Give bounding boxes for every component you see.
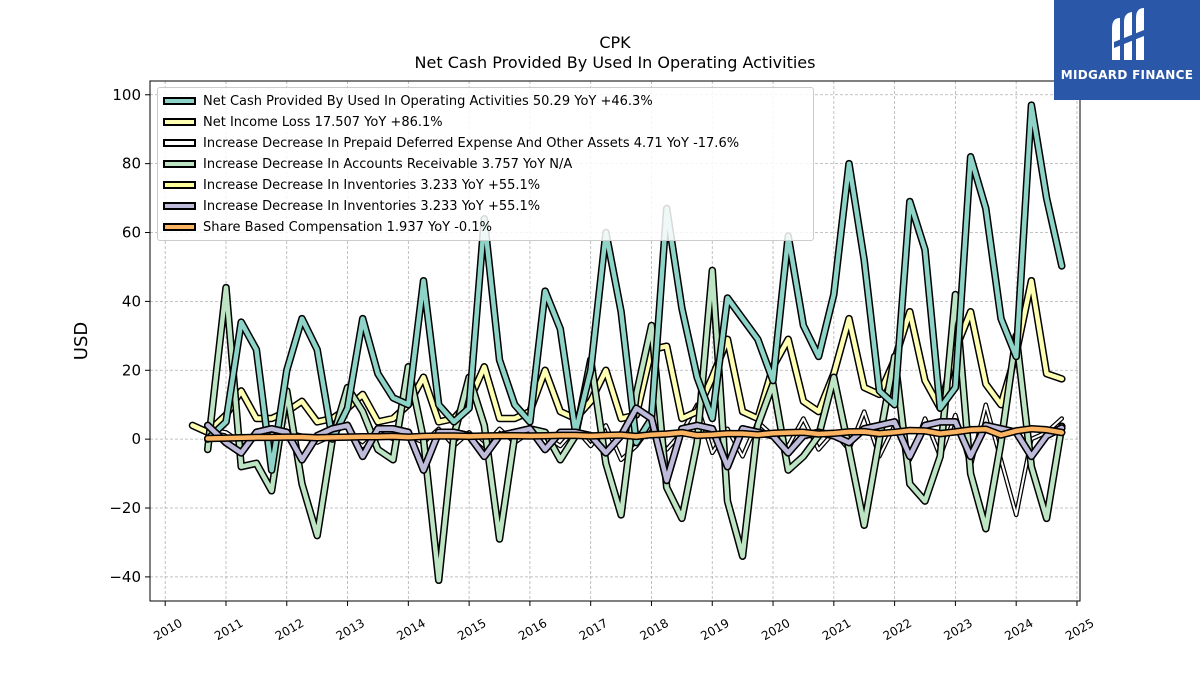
legend-label: Share Based Compensation 1.937 YoY -0.1% <box>203 219 492 235</box>
chart-subtitle: Net Cash Provided By Used In Operating A… <box>414 53 816 72</box>
chart-title: CPK <box>599 33 631 52</box>
chart-legend: Net Cash Provided By Used In Operating A… <box>157 87 814 241</box>
legend-label: Net Cash Provided By Used In Operating A… <box>203 93 653 109</box>
x-tick-label: 2023 <box>941 616 974 643</box>
x-tick-label: 2012 <box>273 616 306 643</box>
series-6 <box>203 425 1066 443</box>
x-tick-label: 2017 <box>577 616 610 643</box>
x-tick-label: 2018 <box>638 616 671 643</box>
series-lines <box>188 101 1066 585</box>
x-tick-label: 2010 <box>151 616 184 643</box>
y-axis-label: USD <box>71 322 92 360</box>
legend-item: Net Income Loss 17.507 YoY +86.1% <box>163 113 443 131</box>
x-axis-ticks: 2010 2011 2012 2013 2014 2015 2016 2017 2018 2019… <box>151 601 1096 643</box>
y-tick-label: 100 <box>112 86 141 104</box>
legend-item: Share Based Compensation 1.937 YoY -0.1% <box>163 218 492 236</box>
y-tick-label: 40 <box>122 292 141 310</box>
legend-swatch <box>163 181 196 189</box>
legend-swatch <box>163 160 196 168</box>
legend-item: Net Cash Provided By Used In Operating A… <box>163 92 653 110</box>
legend-label: Increase Decrease In Inventories 3.233 Y… <box>203 177 541 193</box>
legend-item: Increase Decrease In Inventories 3.233 Y… <box>163 197 540 215</box>
series-line <box>205 102 1065 473</box>
x-tick-label: 2019 <box>698 616 731 643</box>
y-tick-label: 20 <box>122 361 141 379</box>
x-tick-label: 2022 <box>881 616 914 643</box>
series-3 <box>203 101 1066 474</box>
legend-item: Increase Decrease In Accounts Receivable… <box>163 155 572 173</box>
legend-label: Increase Decrease In Prepaid Deferred Ex… <box>203 135 740 151</box>
legend-swatch <box>163 118 196 126</box>
legend-swatch <box>163 139 196 147</box>
legend-swatch <box>163 202 196 210</box>
x-tick-label: 2025 <box>1063 616 1096 643</box>
y-tick-label: −40 <box>109 568 141 586</box>
x-tick-label: 2024 <box>1002 616 1035 643</box>
legend-item: Increase Decrease In Inventories 3.233 Y… <box>163 176 540 194</box>
x-tick-label: 2015 <box>455 616 488 643</box>
x-tick-label: 2016 <box>516 616 549 643</box>
legend-item: Increase Decrease In Prepaid Deferred Ex… <box>163 134 739 152</box>
y-tick-label: 0 <box>131 430 141 448</box>
brand-logo: MIDGARD FINANCE <box>1054 0 1200 100</box>
x-tick-label: 2011 <box>212 616 245 643</box>
legend-swatch <box>163 223 196 231</box>
y-tick-label: −20 <box>109 499 141 517</box>
y-tick-label: 80 <box>122 155 141 173</box>
series-line <box>205 426 1065 441</box>
legend-label: Increase Decrease In Inventories 3.233 Y… <box>203 198 541 214</box>
y-tick-label: 60 <box>122 224 141 242</box>
midgard-logo-icon <box>1112 8 1144 60</box>
legend-label: Net Income Loss 17.507 YoY +86.1% <box>203 114 443 130</box>
x-tick-label: 2013 <box>334 616 367 643</box>
x-tick-label: 2020 <box>759 616 792 643</box>
plot-area-frame <box>149 80 1081 602</box>
legend-label: Increase Decrease In Accounts Receivable… <box>203 156 573 172</box>
logo-text: MIDGARD FINANCE <box>1060 68 1194 82</box>
y-axis-ticks: −40 −20 0 20 40 60 80 100 <box>109 86 150 586</box>
x-tick-label: 2021 <box>820 616 853 643</box>
legend-swatch <box>163 97 196 105</box>
x-tick-label: 2014 <box>394 616 427 643</box>
